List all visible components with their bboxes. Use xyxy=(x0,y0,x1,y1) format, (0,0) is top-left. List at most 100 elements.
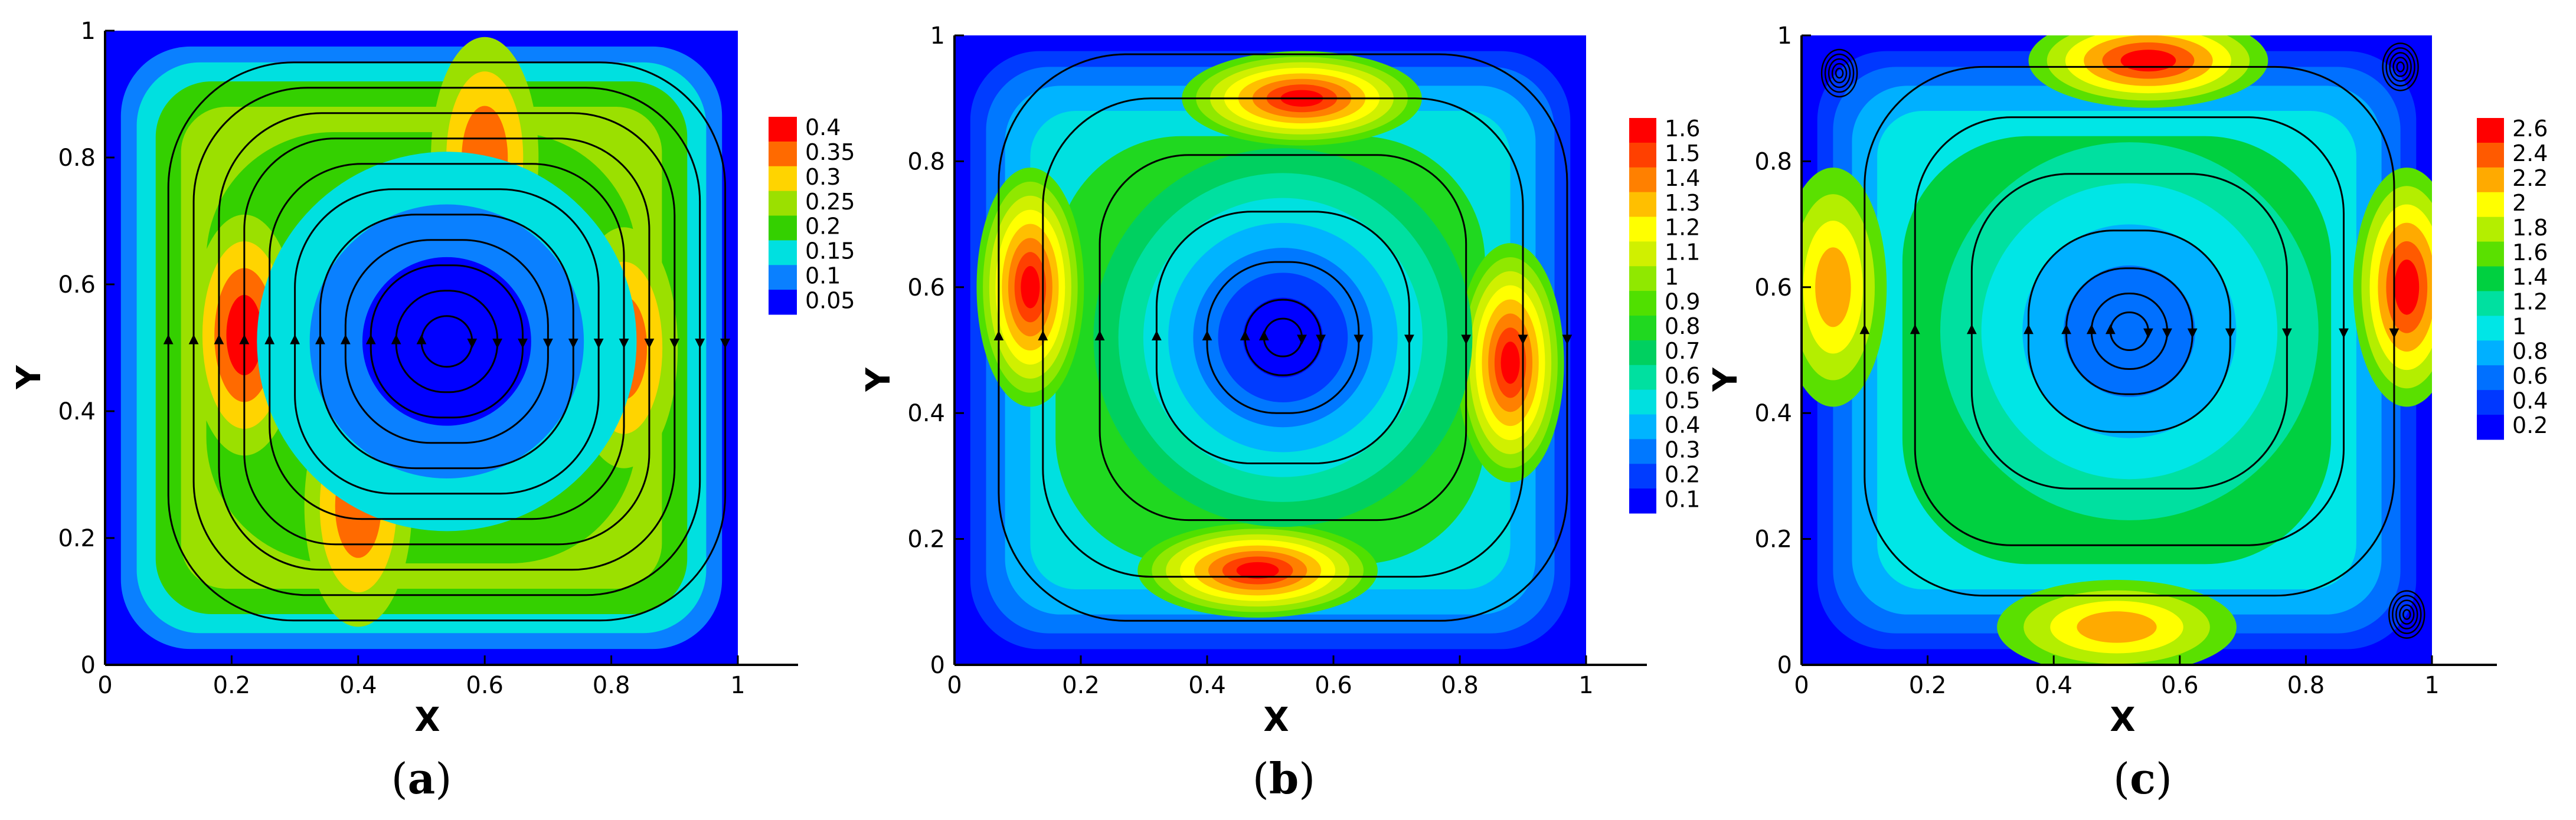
colorbar-label: 0.7 xyxy=(1665,338,1700,364)
y-tick-label: 0 xyxy=(930,652,945,679)
colorbar-swatch xyxy=(1629,192,1656,217)
streamline-arrow xyxy=(644,338,655,349)
caption-open: ( xyxy=(391,754,408,803)
caption-close: ) xyxy=(1299,754,1315,803)
streamline-arrow xyxy=(1297,334,1307,345)
colorbar-swatch xyxy=(1629,340,1656,366)
caption-open: ( xyxy=(2113,754,2130,803)
x-tick-label: 0 xyxy=(947,672,962,699)
colorbar-swatch xyxy=(2477,266,2504,291)
colorbar-label: 0.2 xyxy=(2512,412,2548,438)
colorbar-label: 0.4 xyxy=(1665,412,1700,438)
colorbar-label: 0.35 xyxy=(805,139,855,165)
corner-vortex-streamline xyxy=(2389,52,2412,82)
colorbar-label: 0.1 xyxy=(1665,486,1700,512)
contour-hotspot xyxy=(1236,562,1279,579)
caption-letter: a xyxy=(408,753,436,803)
colorbar-label: 2.6 xyxy=(2512,116,2548,142)
y-tick-label: 1 xyxy=(81,18,96,45)
streamline-arrow xyxy=(1518,334,1528,345)
x-axis-title: X xyxy=(2110,701,2135,739)
colorbar-label: 0.1 xyxy=(805,263,841,288)
y-tick-label: 0.6 xyxy=(1754,274,1792,301)
x-tick-label: 0.4 xyxy=(1188,672,1226,699)
streamline-arrow xyxy=(1038,330,1048,340)
y-tick-label: 0.2 xyxy=(58,525,96,552)
colorbar-swatch xyxy=(1629,365,1656,391)
streamline-arrow xyxy=(669,338,680,349)
panel-caption: (b) xyxy=(1253,753,1316,803)
streamline-arrow xyxy=(2389,328,2400,339)
x-tick-label: 0.2 xyxy=(1909,672,1947,699)
corner-vortex-streamline xyxy=(2382,42,2419,91)
streamline-arrow xyxy=(467,338,478,349)
streamline-arrow xyxy=(2023,324,2034,334)
colorbar-label: 1.2 xyxy=(1665,215,1700,241)
streamline-arrow xyxy=(1354,334,1364,345)
streamline-arrow xyxy=(619,338,629,349)
caption-letter: c xyxy=(2130,753,2156,803)
streamline-arrow xyxy=(1316,334,1326,345)
contour-field xyxy=(105,31,738,665)
colorbar-swatch xyxy=(1629,217,1656,242)
colorbar-swatch xyxy=(2477,390,2504,415)
streamline-arrow xyxy=(593,338,604,349)
x-tick-label: 0.4 xyxy=(339,672,377,699)
streamline-arrow xyxy=(1910,324,1920,334)
contour-field xyxy=(954,35,1586,665)
colorbar-swatch xyxy=(2477,365,2504,391)
streamline-arrow xyxy=(2061,324,2071,334)
colorbar-label: 0.2 xyxy=(1665,461,1700,487)
streamline-arrow xyxy=(365,334,376,345)
colorbar-legend: 1.61.51.41.31.21.110.90.80.70.60.50.40.3… xyxy=(1629,116,1700,514)
streamline-arrow xyxy=(1152,330,1162,340)
colorbar-swatch xyxy=(1629,464,1656,489)
corner-vortex-streamline xyxy=(2395,599,2418,629)
streamline-arrow xyxy=(1202,330,1212,340)
streamline-arrow xyxy=(239,334,250,345)
colorbar-swatch xyxy=(2477,217,2504,242)
y-axis-title: Y xyxy=(10,365,48,390)
x-tick-label: 0.4 xyxy=(2035,672,2072,699)
colorbar-swatch xyxy=(2477,340,2504,366)
x-axis-title: X xyxy=(414,701,440,739)
x-tick-label: 1 xyxy=(1578,672,1593,699)
colorbar-label: 0.05 xyxy=(805,287,855,313)
colorbar-swatch xyxy=(2477,167,2504,193)
colorbar-label: 0.3 xyxy=(805,164,841,190)
colorbar-swatch xyxy=(769,166,797,192)
colorbar-label: 1 xyxy=(1665,264,1679,290)
colorbar-label: 0.6 xyxy=(2512,363,2548,389)
x-tick-label: 0.8 xyxy=(1441,672,1479,699)
colorbar-swatch xyxy=(1629,142,1656,168)
streamline-arrow xyxy=(1258,330,1269,340)
colorbar-swatch xyxy=(769,141,797,167)
colorbar-label: 1.8 xyxy=(2512,215,2548,241)
colorbar-swatch xyxy=(769,265,797,290)
colorbar-label: 1 xyxy=(2512,314,2526,340)
contour-hotspot xyxy=(1815,247,1851,327)
panel-caption: (a) xyxy=(391,753,452,803)
x-tick-label: 0 xyxy=(1794,672,1809,699)
colorbar-swatch xyxy=(1629,488,1656,514)
colorbar-legend: 0.40.350.30.250.20.150.10.05 xyxy=(769,114,855,315)
streamline-arrow xyxy=(340,334,351,345)
colorbar-swatch xyxy=(2477,316,2504,341)
colorbar-swatch xyxy=(1629,439,1656,464)
corner-vortex-streamline xyxy=(1835,67,1844,79)
y-tick-label: 0.2 xyxy=(1754,526,1792,553)
colorbar-label: 0.8 xyxy=(2512,338,2548,364)
corner-vortex-streamline xyxy=(1824,53,1855,93)
contour-core xyxy=(2063,265,2195,397)
streamline-arrow xyxy=(2086,324,2097,334)
colorbar-label: 0.4 xyxy=(2512,388,2548,414)
streamline-arrow xyxy=(416,334,427,345)
streamline-arrow xyxy=(518,338,528,349)
streamline-arrow xyxy=(2143,328,2153,339)
corner-vortex-streamline xyxy=(2392,595,2422,634)
caption-letter: b xyxy=(1269,753,1299,803)
y-tick-label: 0.8 xyxy=(907,148,945,175)
colorbar-label: 2 xyxy=(2512,190,2526,216)
x-tick-label: 0.6 xyxy=(2161,672,2199,699)
